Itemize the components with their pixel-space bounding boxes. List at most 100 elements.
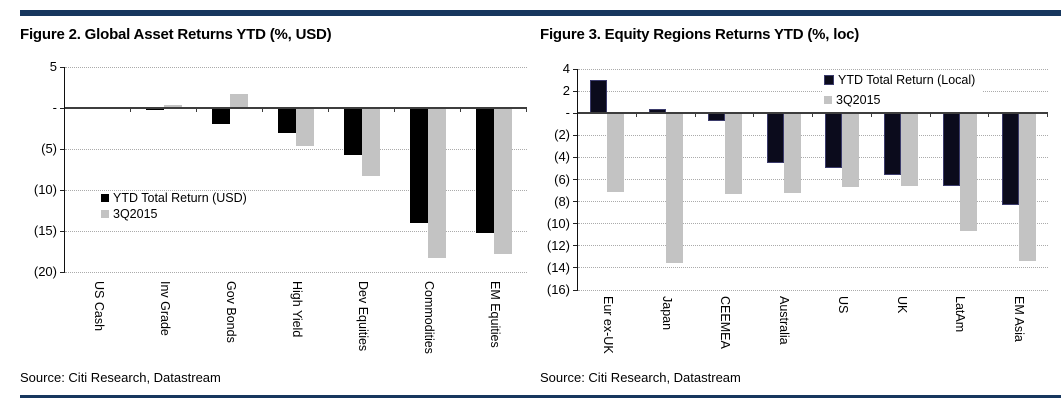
bar-3q2015 — [296, 108, 314, 146]
y-tick-label: (2) — [554, 127, 570, 143]
bar-ytd-total-return — [590, 80, 608, 114]
gridline — [578, 201, 1048, 203]
gridline — [65, 66, 527, 68]
bar-ytd-total-return — [410, 108, 428, 223]
legend-label: 3Q2015 — [113, 207, 158, 221]
category-axis-tick — [635, 113, 637, 118]
gridline — [578, 179, 1048, 180]
legend-swatch-icon — [824, 96, 832, 104]
bar-ytd-total-return — [476, 108, 494, 233]
category-label: Eur ex-UK — [600, 296, 615, 354]
gridline — [578, 289, 1048, 291]
y-tick-label: (8) — [554, 193, 570, 209]
y-axis-tick — [573, 90, 578, 92]
category-label: Australia — [777, 296, 792, 345]
bar-3q2015 — [230, 94, 248, 108]
legend-label: YTD Total Return (USD) — [113, 191, 247, 205]
bar-ytd-total-return — [825, 113, 843, 169]
figure3-source: Source: Citi Research, Datastream — [540, 370, 741, 385]
bar-ytd-total-return — [344, 108, 362, 155]
bar-3q2015 — [724, 113, 742, 194]
bar-3q2015 — [1018, 113, 1036, 262]
category-axis-tick — [328, 108, 329, 112]
gridline — [65, 271, 527, 273]
category-label: Inv Grade — [157, 281, 172, 336]
y-tick-label: (14) — [546, 259, 570, 275]
y-axis-tick — [573, 201, 578, 203]
y-axis-tick — [60, 148, 65, 150]
category-axis-tick — [196, 108, 197, 112]
legend-label: 3Q2015 — [836, 93, 881, 107]
bar-ytd-total-return — [707, 113, 725, 121]
figure2-title: Figure 2. Global Asset Returns YTD (%, U… — [20, 26, 332, 43]
bar-3q2015 — [901, 113, 919, 187]
category-axis-tick — [1047, 113, 1048, 118]
y-axis-tick — [573, 289, 578, 291]
gridline — [578, 134, 1048, 136]
category-axis-tick — [870, 113, 872, 118]
legend-item: 3Q2015 — [824, 93, 975, 107]
y-axis-tick — [573, 179, 578, 180]
bar-ytd-total-return — [278, 108, 296, 134]
category-axis-tick — [262, 108, 263, 112]
y-tick-label: (16) — [546, 282, 570, 297]
bar-3q2015 — [362, 108, 380, 177]
y-axis-tick — [573, 112, 578, 114]
category-label: UK — [894, 296, 909, 314]
gridline — [578, 245, 1048, 247]
y-axis-tick — [573, 267, 578, 269]
category-label: EM Equities — [487, 281, 502, 348]
gridline — [578, 223, 1048, 225]
gridline — [578, 267, 1048, 269]
legend-swatch-icon — [824, 75, 834, 85]
category-axis-tick — [460, 108, 461, 112]
y-tick-label: (10) — [33, 182, 57, 197]
bar-3q2015 — [607, 113, 625, 192]
category-label: Gov Bonds — [223, 281, 238, 343]
bar-3q2015 — [842, 113, 860, 188]
y-tick-label: 2 — [562, 83, 570, 99]
category-label: High Yield — [289, 281, 304, 338]
y-axis-tick — [60, 66, 65, 68]
category-label: LatAm — [953, 296, 968, 333]
category-axis-tick — [812, 113, 813, 118]
zero-axis-line — [65, 107, 527, 109]
y-tick-label: (4) — [554, 149, 570, 165]
chart-legend: YTD Total Return (Local) 3Q2015 — [822, 71, 984, 109]
top-divider-rule — [20, 10, 1061, 16]
zero-axis-line — [578, 112, 1048, 115]
y-axis-line — [576, 69, 578, 290]
bar-ytd-total-return — [766, 113, 784, 163]
y-tick-label: 5 — [49, 59, 57, 74]
y-axis-tick — [573, 245, 578, 247]
gridline — [65, 230, 527, 232]
category-label: Japan — [659, 296, 674, 331]
category-axis-tick — [130, 108, 131, 112]
y-tick-label: (5) — [41, 141, 57, 156]
y-tick-label: (20) — [33, 264, 57, 279]
legend-item: YTD Total Return (USD) — [101, 191, 247, 205]
category-label: US Cash — [91, 281, 106, 332]
category-axis-tick — [694, 113, 696, 118]
category-label: CEEMEA — [718, 296, 733, 349]
bar-3q2015 — [666, 113, 684, 264]
category-label: Commodities — [421, 281, 436, 354]
bar-3q2015 — [959, 113, 977, 232]
gridline — [65, 189, 527, 191]
gridline — [578, 90, 1048, 92]
bar-ytd-total-return — [942, 113, 960, 187]
category-axis-tick — [394, 108, 395, 112]
y-tick-label: - — [565, 105, 570, 121]
bar-3q2015 — [428, 108, 446, 259]
legend-swatch-icon — [101, 210, 109, 218]
y-tick-label: - — [52, 100, 57, 115]
legend-item: 3Q2015 — [101, 207, 247, 221]
category-label: US — [835, 296, 850, 314]
y-axis-tick — [60, 230, 65, 232]
bar-ytd-total-return — [1001, 113, 1019, 205]
y-tick-label: (12) — [546, 237, 570, 253]
bar-3q2015 — [783, 113, 801, 193]
y-axis-tick — [573, 68, 578, 70]
